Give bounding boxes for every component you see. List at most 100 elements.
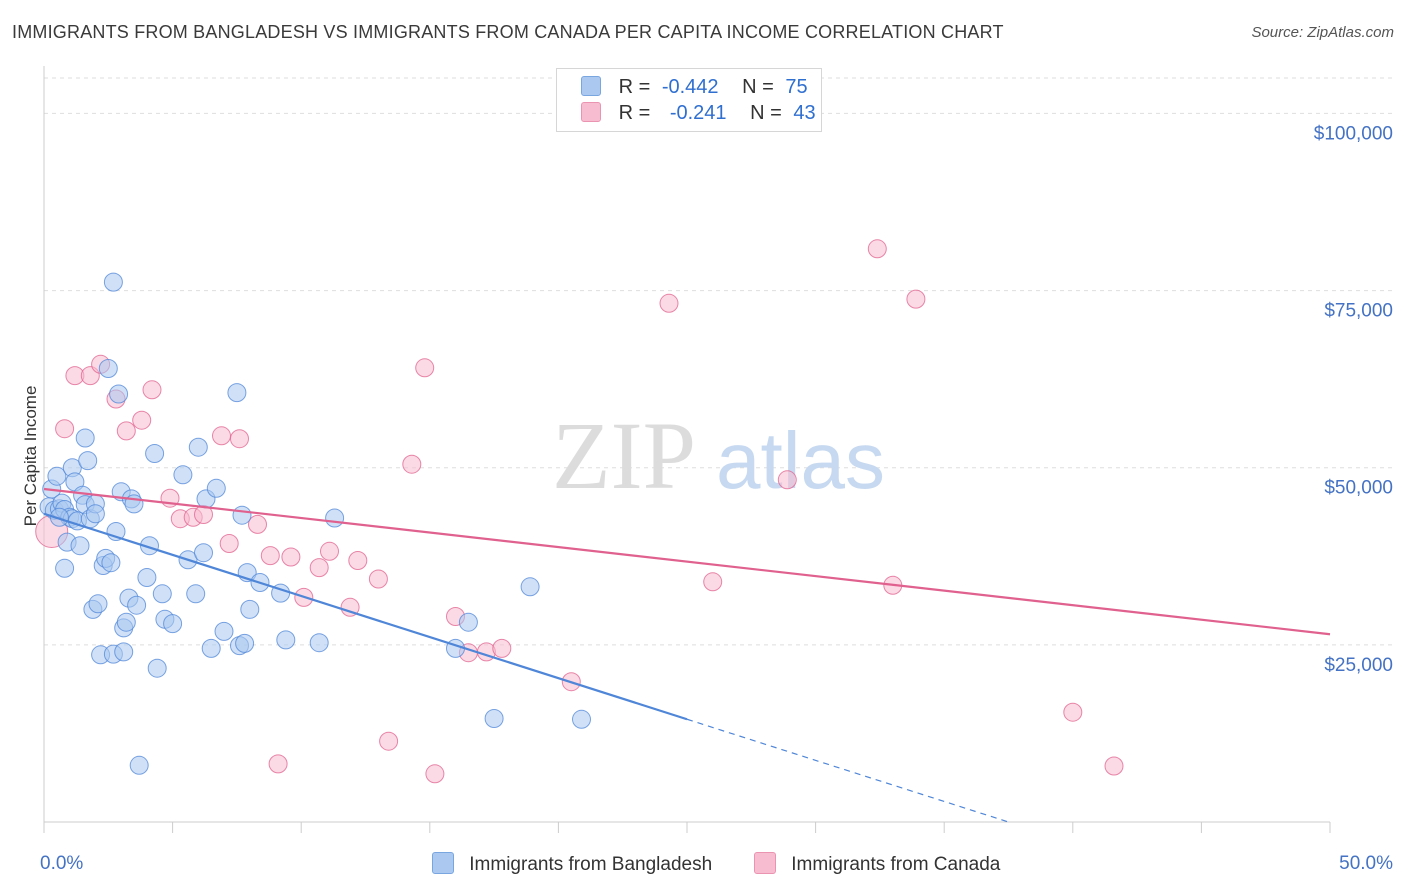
tick-labels: $25,000 $50,000 $75,000 $100,000 0.0% 50.0% xyxy=(40,123,1393,874)
source-credit: Source: ZipAtlas.com xyxy=(1251,24,1394,41)
legend-r-label: R = xyxy=(618,102,651,124)
point-canada-26 xyxy=(379,731,399,751)
point-canada-25 xyxy=(368,569,388,589)
point-bangladesh-61 xyxy=(235,633,255,653)
point-canada-37 xyxy=(777,470,797,490)
point-canada-38 xyxy=(867,239,887,259)
legend-r-value: -0.241 xyxy=(669,102,727,124)
point-bangladesh-51 xyxy=(186,584,206,604)
point-canada-28 xyxy=(415,358,435,378)
point-bangladesh-32 xyxy=(109,384,129,404)
bottom-legend-swatch-bangladesh xyxy=(432,852,454,874)
legend-n-label: N = xyxy=(742,76,774,98)
point-bangladesh-49 xyxy=(173,465,193,485)
point-canada-6 xyxy=(116,421,136,441)
bottom-legend-bangladesh: Immigrants from Bangladesh xyxy=(432,852,712,876)
trend-line-canada xyxy=(43,487,1331,636)
x-tick-label-1: 50.0% xyxy=(1339,853,1393,874)
point-bangladesh-45 xyxy=(147,658,167,678)
legend-n-value: 75 xyxy=(785,76,808,98)
point-canada-27 xyxy=(402,454,422,474)
point-bangladesh-74 xyxy=(49,507,69,527)
watermark-atlas: atlas xyxy=(716,416,885,505)
point-canada-24 xyxy=(348,551,368,570)
point-canada-21 xyxy=(309,558,329,578)
legend-row-canada: R = -0.241 N = 43 xyxy=(581,102,816,126)
point-bangladesh-22 xyxy=(85,504,105,524)
point-bangladesh-29 xyxy=(103,272,123,292)
point-bangladesh-40 xyxy=(127,595,147,615)
point-canada-7 xyxy=(132,410,152,430)
point-bangladesh-56 xyxy=(206,478,226,498)
bottom-legend-swatch-canada xyxy=(754,852,776,874)
trend-line-bangladesh xyxy=(43,512,688,721)
point-canada-42 xyxy=(1104,756,1124,776)
point-bangladesh-53 xyxy=(194,543,213,563)
series-canada-points xyxy=(35,239,1124,784)
point-canada-18 xyxy=(268,754,288,774)
point-canada-41 xyxy=(1063,702,1083,722)
point-canada-16 xyxy=(248,514,267,534)
point-canada-29 xyxy=(425,764,445,784)
point-bangladesh-63 xyxy=(240,599,260,619)
point-canada-1 xyxy=(55,419,75,439)
grid-lines xyxy=(44,77,1392,646)
point-canada-33 xyxy=(492,638,512,658)
point-bangladesh-7 xyxy=(55,558,75,578)
bottom-legend-label: Immigrants from Bangladesh xyxy=(469,854,713,875)
point-bangladesh-72 xyxy=(520,577,540,597)
watermark-zip: ZIP xyxy=(552,402,696,509)
point-bangladesh-23 xyxy=(88,594,108,614)
point-bangladesh-3 xyxy=(47,466,67,486)
stats-legend: R = -0.442 N = 75 R = -0.241 N = 43 xyxy=(556,68,822,132)
legend-n-label: N = xyxy=(750,102,782,124)
point-bangladesh-34 xyxy=(114,642,134,662)
legend-row-bangladesh: R = -0.442 N = 75 xyxy=(581,76,808,100)
point-canada-36 xyxy=(703,572,723,592)
legend-r-value: -0.442 xyxy=(661,76,719,98)
point-canada-17 xyxy=(260,546,280,566)
axes xyxy=(43,66,1331,833)
point-bangladesh-27 xyxy=(98,359,118,378)
point-bangladesh-71 xyxy=(484,709,504,728)
point-bangladesh-44 xyxy=(145,444,165,463)
point-canada-23 xyxy=(340,597,360,617)
legend-swatch-canada xyxy=(581,102,601,122)
bottom-legend-canada: Immigrants from Canada xyxy=(754,852,1000,876)
point-bangladesh-68 xyxy=(325,508,345,528)
bottom-legend-label: Immigrants from Canada xyxy=(791,854,1001,875)
x-tick-label-0: 0.0% xyxy=(40,853,83,874)
y-axis-label: Per Capita Income xyxy=(21,386,40,527)
point-bangladesh-58 xyxy=(227,383,247,403)
point-bangladesh-60 xyxy=(232,505,252,525)
point-bangladesh-28 xyxy=(101,553,121,573)
point-canada-40 xyxy=(906,289,926,309)
point-bangladesh-36 xyxy=(116,612,136,632)
point-bangladesh-73 xyxy=(572,709,591,729)
y-tick-label-1: $50,000 xyxy=(1324,478,1393,499)
point-canada-14 xyxy=(219,534,239,553)
y-tick-label-3: $100,000 xyxy=(1314,123,1393,144)
legend-n-value: 43 xyxy=(793,102,816,124)
watermark: ZIP atlas xyxy=(552,402,885,509)
point-bangladesh-57 xyxy=(214,621,234,641)
trend-lines xyxy=(43,487,1331,823)
point-canada-19 xyxy=(281,547,301,567)
trend-line-extension-bangladesh xyxy=(686,718,1009,823)
point-bangladesh-42 xyxy=(137,568,157,587)
point-canada-35 xyxy=(659,293,679,313)
series-bangladesh-points xyxy=(39,272,591,775)
point-bangladesh-46 xyxy=(152,584,172,604)
y-tick-label-0: $25,000 xyxy=(1324,655,1393,676)
point-bangladesh-66 xyxy=(276,630,296,650)
point-canada-13 xyxy=(212,426,231,446)
point-bangladesh-14 xyxy=(70,536,90,556)
legend-r-label: R = xyxy=(618,76,651,98)
point-bangladesh-52 xyxy=(188,437,208,457)
point-bangladesh-70 xyxy=(458,612,478,632)
chart-title: IMMIGRANTS FROM BANGLADESH VS IMMIGRANTS… xyxy=(12,22,1004,42)
point-canada-8 xyxy=(142,380,162,400)
legend-swatch-bangladesh xyxy=(581,76,601,96)
point-bangladesh-16 xyxy=(75,428,95,448)
